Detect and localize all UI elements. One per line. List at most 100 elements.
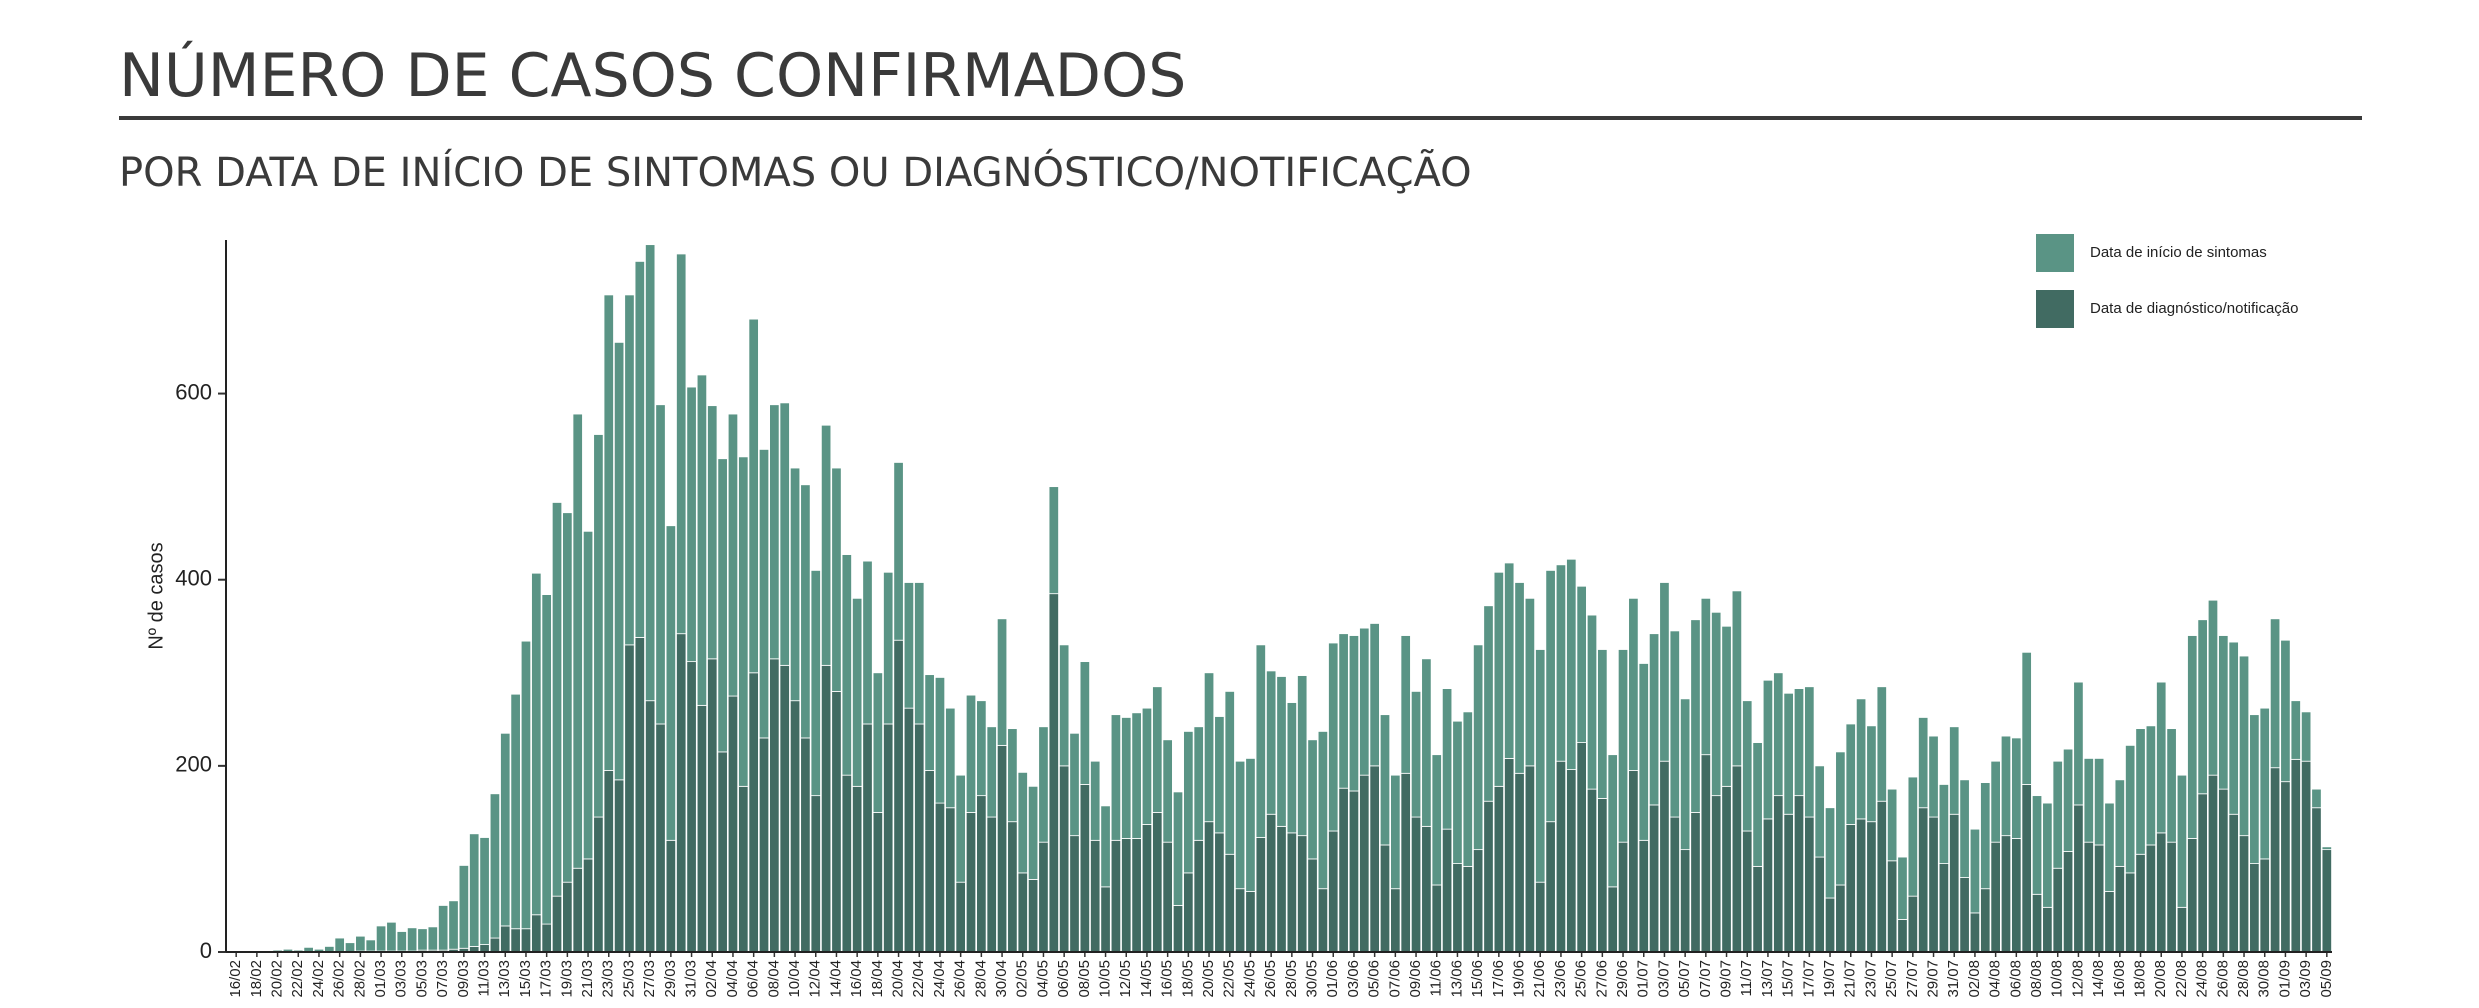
bar-segment: [1224, 690, 1235, 855]
x-tick-label: 03/03: [393, 960, 410, 998]
bar-segment: [1959, 877, 1970, 953]
x-tick-label: 05/07: [1676, 960, 1693, 998]
bar-segment: [738, 456, 749, 787]
bar-segment: [624, 644, 635, 953]
bar-segment: [645, 244, 656, 702]
bar-segment: [1638, 839, 1649, 953]
bar-segment: [1245, 758, 1256, 892]
bar-segment: [1038, 841, 1049, 953]
bar-segment: [1400, 772, 1411, 953]
bar-segment: [1555, 760, 1567, 953]
bar-segment: [489, 793, 501, 939]
x-tick-label: 13/03: [496, 960, 513, 998]
bar-segment: [934, 677, 946, 804]
x-tick-label: 07/03: [434, 960, 451, 998]
bar-segment: [1369, 765, 1380, 953]
bar-segment: [1338, 787, 1349, 953]
x-tick-label: 02/05: [1014, 960, 1031, 998]
bar-segment: [955, 774, 966, 883]
bar-segment: [645, 700, 656, 953]
x-tick-label: 23/06: [1552, 960, 1569, 998]
x-tick-label: 29/03: [662, 960, 679, 998]
bar-segment: [1773, 795, 1784, 953]
bar-segment: [375, 925, 387, 952]
bar-segment: [2104, 891, 2115, 953]
bar-segment: [1234, 760, 1246, 890]
bar-segment: [2197, 793, 2208, 953]
bar-segment: [1535, 881, 1546, 953]
bar-segment: [1514, 582, 1525, 774]
bar-segment: [945, 707, 956, 809]
bar-segment: [2114, 865, 2125, 953]
bar-segment: [1762, 818, 1774, 953]
bar-segment: [1669, 630, 1680, 818]
x-tick-label: 06/05: [1055, 960, 1072, 998]
bar-segment: [510, 928, 521, 953]
bar-segment: [996, 618, 1008, 746]
bar-segment: [2031, 893, 2043, 953]
bar-segment: [665, 525, 677, 841]
x-tick-label: 11/07: [1738, 960, 1755, 996]
bar-segment: [965, 811, 977, 953]
x-tick-label: 09/03: [455, 960, 472, 998]
bar-segment: [1804, 816, 1815, 953]
x-tick-label: 16/05: [1159, 960, 1176, 998]
bar-segment: [1431, 754, 1442, 886]
bar-segment: [1897, 919, 1908, 953]
bar-segment: [883, 571, 894, 725]
bar-segment: [1017, 771, 1028, 874]
bar-segment: [562, 512, 573, 883]
x-tick-label: 26/02: [331, 960, 348, 998]
x-tick-label: 11/06: [1428, 960, 1445, 996]
x-tick-label: 28/08: [2235, 960, 2252, 998]
x-tick-label: 16/04: [848, 960, 865, 998]
x-tick-label: 26/08: [2214, 960, 2231, 998]
bar-segment: [531, 914, 542, 953]
bar-segment: [1462, 865, 1473, 953]
bar-segment: [1410, 690, 1422, 818]
bar-segment: [976, 700, 987, 797]
x-tick-label: 30/08: [2256, 960, 2273, 998]
bar-segment: [841, 554, 852, 776]
x-tick-label: 03/06: [1345, 960, 1362, 998]
bar-segment: [934, 802, 946, 953]
x-tick-label: 09/06: [1407, 960, 1424, 998]
bar-segment: [1379, 714, 1391, 846]
bar-segment: [2238, 835, 2250, 953]
bar-segment: [986, 816, 997, 953]
bar-segment: [1027, 879, 1039, 953]
bar-segment: [1700, 754, 1712, 953]
bar-segment: [1783, 692, 1794, 815]
bar-segment: [1586, 788, 1598, 953]
bar-segment: [541, 594, 552, 925]
bar-segment: [820, 424, 832, 666]
bar-segment: [624, 294, 635, 646]
x-tick-label: 01/09: [2276, 960, 2293, 998]
bar-segment: [758, 737, 770, 953]
y-axis-label: Nº de casos: [145, 542, 167, 649]
bar-segment: [1307, 858, 1318, 953]
bar-segment: [427, 926, 438, 951]
y-tick-label: 0: [200, 938, 212, 963]
bar-segment: [717, 458, 728, 753]
bar-segment: [1193, 726, 1204, 841]
bar-segment: [2135, 728, 2146, 855]
x-tick-label: 25/07: [1883, 960, 1900, 998]
x-tick-label: 28/05: [1283, 960, 1300, 998]
bar-segment: [458, 865, 470, 949]
bar-segment: [779, 664, 790, 953]
bar-segment: [1566, 558, 1577, 770]
bar-segment: [1131, 712, 1142, 839]
bar-segment: [582, 858, 594, 953]
bar-segment: [1328, 642, 1339, 832]
bar-segment: [2311, 807, 2322, 953]
x-tick-label: 26/05: [1262, 960, 1279, 998]
x-tick-label: 18/04: [869, 960, 886, 998]
bar-segment: [1824, 807, 1836, 899]
bar-segment: [914, 582, 925, 725]
x-tick-label: 18/05: [1179, 960, 1196, 998]
bar-segment: [1555, 564, 1567, 762]
x-tick-label: 07/06: [1386, 960, 1403, 998]
bar-segment: [417, 928, 428, 951]
bar-segment: [1441, 688, 1453, 830]
